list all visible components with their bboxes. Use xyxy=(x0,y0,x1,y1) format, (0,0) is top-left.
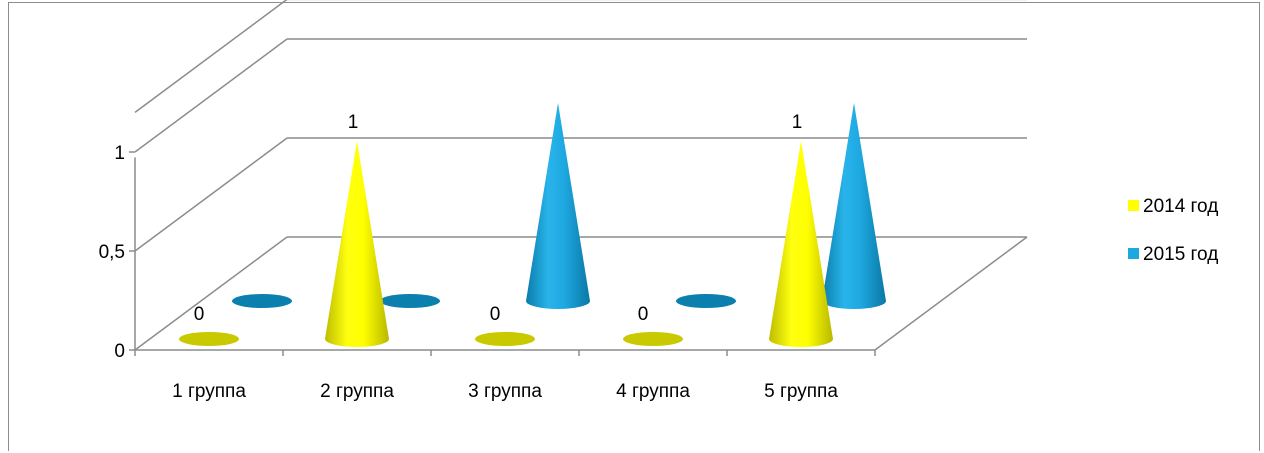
cone-base-zero xyxy=(623,332,683,346)
x-tick-label: 1 группа xyxy=(172,381,246,402)
legend-swatch xyxy=(1128,248,1139,259)
cone-base-zero xyxy=(179,332,239,346)
data-label: 1 xyxy=(792,112,803,133)
legend-label: 2014 год xyxy=(1143,196,1218,217)
cone-bar xyxy=(325,141,389,347)
gridline-side xyxy=(134,0,288,114)
cone-base-zero xyxy=(676,294,736,308)
y-tick-label: 1 xyxy=(114,143,125,164)
x-tick-label: 3 группа xyxy=(468,381,542,402)
x-tick-label: 4 группа xyxy=(616,381,690,402)
gridline-side xyxy=(134,137,288,252)
chart-frame xyxy=(8,2,1260,451)
data-label: 0 xyxy=(490,304,501,325)
legend-label: 2015 год xyxy=(1143,244,1218,265)
y-tick-label: 0 xyxy=(114,341,125,362)
legend-swatch xyxy=(1128,200,1139,211)
cone-base-zero xyxy=(380,294,440,308)
floor-right-edge xyxy=(874,236,1028,351)
data-label: 0 xyxy=(638,304,649,325)
x-tick-label: 5 группа xyxy=(764,381,838,402)
x-tick-label: 2 группа xyxy=(320,381,394,402)
cone-bar xyxy=(822,103,886,309)
legend: 2014 год 2015 год xyxy=(1128,196,1218,265)
cone-bar xyxy=(526,103,590,309)
cones xyxy=(179,103,886,347)
axis-labels: 0 0,5 1 1 группа 2 группа 3 группа 4 группа 5 г… xyxy=(99,112,839,402)
y-tick-label: 0,5 xyxy=(99,242,125,263)
cone-base-zero xyxy=(475,332,535,346)
cone-base-zero xyxy=(232,294,292,308)
gridline-side xyxy=(134,236,288,351)
gridline-side xyxy=(134,38,288,153)
chart-walls xyxy=(129,0,1028,356)
data-label: 1 xyxy=(348,112,359,133)
data-label: 0 xyxy=(194,304,205,325)
cone-bar xyxy=(769,141,833,347)
